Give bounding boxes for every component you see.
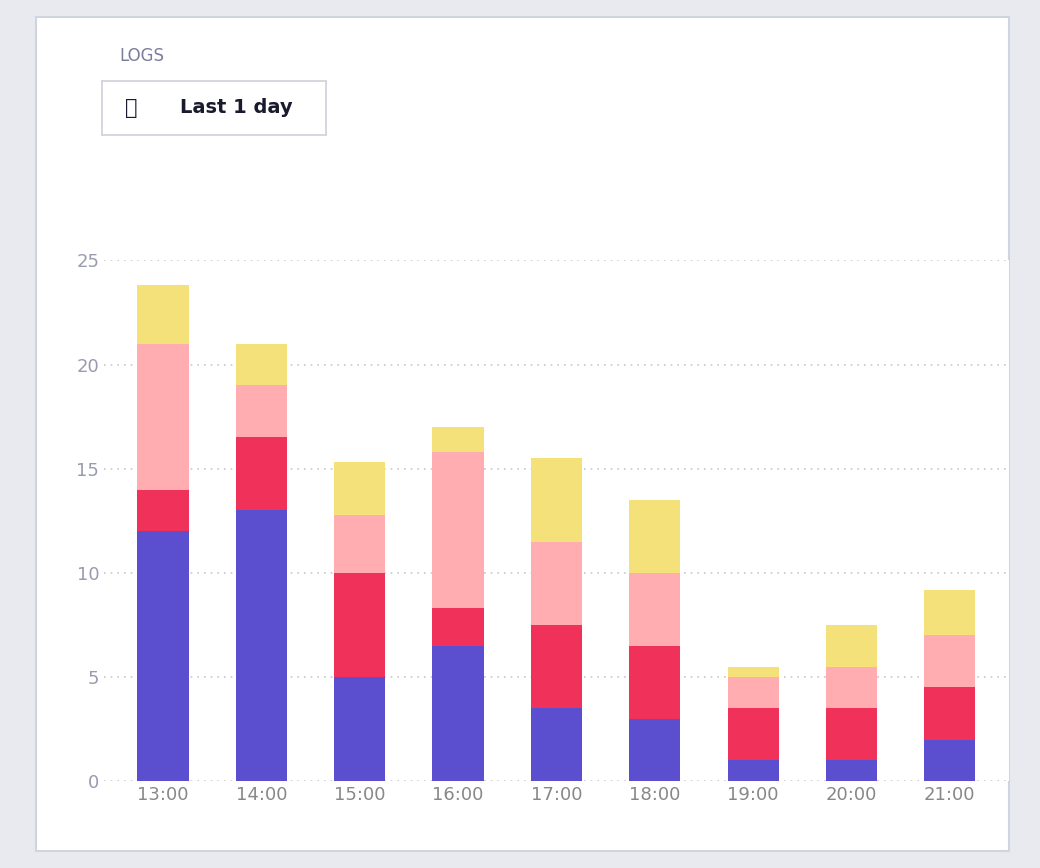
Bar (236, 510, 287, 781)
Bar (433, 452, 484, 608)
Bar (433, 608, 484, 646)
Bar (728, 708, 779, 760)
Bar (137, 286, 188, 344)
Bar (728, 667, 779, 677)
Bar (629, 500, 680, 573)
Bar (728, 677, 779, 708)
Bar (334, 573, 385, 677)
Bar (530, 458, 582, 542)
Bar (236, 437, 287, 510)
Bar (334, 463, 385, 515)
Text: LOGS: LOGS (120, 48, 164, 65)
Bar (826, 708, 877, 760)
Bar (530, 708, 582, 781)
Bar (826, 667, 877, 708)
Bar (334, 515, 385, 573)
Text: Last 1 day: Last 1 day (180, 98, 292, 117)
Bar (530, 542, 582, 625)
Bar (530, 625, 582, 708)
Bar (433, 427, 484, 452)
Bar (137, 490, 188, 531)
Bar (925, 740, 976, 781)
Bar (236, 344, 287, 385)
Bar (728, 760, 779, 781)
Bar (826, 625, 877, 667)
Bar (137, 344, 188, 490)
Bar (629, 573, 680, 646)
Bar (925, 635, 976, 687)
Bar (137, 531, 188, 781)
Bar (334, 677, 385, 781)
Bar (925, 687, 976, 740)
Bar (629, 646, 680, 719)
Bar (925, 589, 976, 635)
Text: ⏰: ⏰ (125, 97, 137, 118)
Bar (433, 646, 484, 781)
Bar (629, 719, 680, 781)
Bar (826, 760, 877, 781)
Bar (236, 385, 287, 437)
